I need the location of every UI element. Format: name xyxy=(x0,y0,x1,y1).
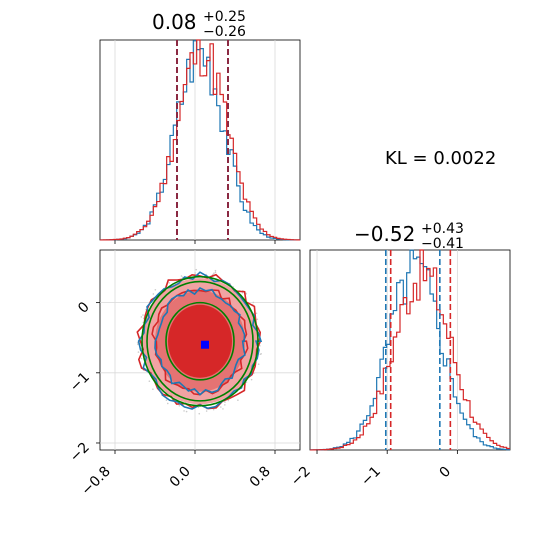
joint-scatter-point xyxy=(250,378,253,381)
histogram-x-series xyxy=(100,39,300,241)
histogram-x-red-step xyxy=(100,39,300,241)
joint-scatter-point xyxy=(257,363,260,366)
joint-scatter-point xyxy=(222,408,224,410)
joint-contour-line xyxy=(154,287,246,396)
joint-contour-line xyxy=(151,289,249,396)
joint-scatter-point xyxy=(212,408,215,411)
histogram-x-quantile-lines xyxy=(176,40,229,240)
joint-scatter-point xyxy=(227,399,230,402)
joint-scatter-point xyxy=(213,272,215,275)
histogram-x-title-lower: −0.26 xyxy=(203,24,246,40)
joint-frame xyxy=(99,249,301,451)
joint-scatter-point xyxy=(252,301,255,304)
joint-scatter-point xyxy=(137,351,140,353)
histogram-y-x-ticks: −2 −1 0 xyxy=(288,450,458,490)
joint-scatter-point xyxy=(194,272,196,274)
histogram-y-quantile-lines xyxy=(384,250,452,450)
histogram-y-tick-label: 0 xyxy=(437,464,455,482)
joint-x-tick-label: 0.8 xyxy=(247,464,274,491)
histogram-y-red-step xyxy=(310,249,510,451)
joint-scatter-point xyxy=(260,353,262,355)
joint-scatter-point xyxy=(224,404,226,406)
joint-scatter-point xyxy=(152,388,154,391)
histogram-x-title-value: 0.08 xyxy=(152,10,197,34)
joint-scatter-point xyxy=(140,357,143,360)
joint-scatter-point xyxy=(185,410,188,413)
histogram-y-tick-label: −2 xyxy=(288,464,314,490)
joint-scatter-point xyxy=(237,399,239,401)
joint-scatter-point xyxy=(165,399,168,402)
joint-scatter-point xyxy=(142,314,144,316)
histogram-y-grid xyxy=(316,250,458,450)
joint-center-marker xyxy=(201,340,209,349)
joint-x-tick-label: −0.8 xyxy=(78,464,113,499)
histogram-y-frame xyxy=(309,249,511,451)
joint-scatter-point xyxy=(198,412,201,415)
kl-annotation: KL = 0.0022 xyxy=(385,148,496,169)
joint-scatter-point xyxy=(140,316,143,318)
joint-scatter-point xyxy=(205,410,208,412)
histogram-y-series xyxy=(310,249,510,451)
joint-scatter-point xyxy=(197,406,200,409)
joint-scatter-point xyxy=(178,404,181,407)
joint-green-ellipse xyxy=(146,280,254,402)
joint-scatter-point xyxy=(154,288,157,291)
histogram-x-title: 0.08 +0.25 −0.26 xyxy=(152,9,246,40)
histogram-y-title: −0.52 +0.43 −0.41 xyxy=(354,221,464,252)
joint-scatter-point xyxy=(183,410,185,412)
joint-scatter-point xyxy=(220,406,222,408)
joint-y-tick-label: 0 xyxy=(75,299,93,317)
joint-y-tick-label: −1 xyxy=(67,369,93,395)
joint-scatter-point xyxy=(241,292,244,294)
histogram-x-grid xyxy=(114,40,276,244)
joint-x-ticks: −0.8 0.0 0.8 xyxy=(78,450,276,499)
histogram-x-title-upper: +0.25 xyxy=(203,9,246,25)
joint-density-fill-inner xyxy=(168,304,232,378)
joint-scatter-point xyxy=(255,312,258,315)
histogram-y-title-lower: −0.41 xyxy=(421,236,464,252)
histogram-y-tick-label: −1 xyxy=(358,464,384,490)
joint-contour-panel: −0.8 0.0 0.8 0 −1 −2 xyxy=(67,249,301,499)
joint-green-ellipse xyxy=(141,275,259,407)
joint-scatter-point xyxy=(195,268,198,271)
joint-scatter-point xyxy=(256,318,259,321)
joint-green-ellipses xyxy=(141,275,259,407)
joint-scatter-point xyxy=(214,271,217,274)
joint-scatter-point xyxy=(152,293,155,295)
joint-scatter-point xyxy=(224,401,226,403)
histogram-x-panel: 0.08 +0.25 −0.26 xyxy=(99,9,301,244)
joint-y-ticks: 0 −1 −2 xyxy=(67,299,100,465)
joint-center-marker-square xyxy=(201,340,209,349)
joint-scatter-point xyxy=(180,275,183,277)
joint-scatter-point xyxy=(214,269,217,272)
histogram-y-title-upper: +0.43 xyxy=(421,221,464,237)
joint-scatter-point xyxy=(259,345,261,347)
joint-green-ellipse xyxy=(165,301,235,381)
joint-scatter-point xyxy=(168,282,171,284)
joint-y-tick-label: −2 xyxy=(67,439,93,465)
joint-x-tick-label: 0.0 xyxy=(167,464,194,491)
histogram-y-blue-step xyxy=(310,249,510,451)
histogram-y-panel: −2 −1 0 −0.52 +0.43 −0.41 xyxy=(288,221,511,490)
joint-scatter-point xyxy=(166,402,169,405)
histogram-y-title-value: −0.52 xyxy=(354,222,415,246)
joint-density-fills xyxy=(142,278,258,405)
joint-scatter-point xyxy=(148,380,151,383)
